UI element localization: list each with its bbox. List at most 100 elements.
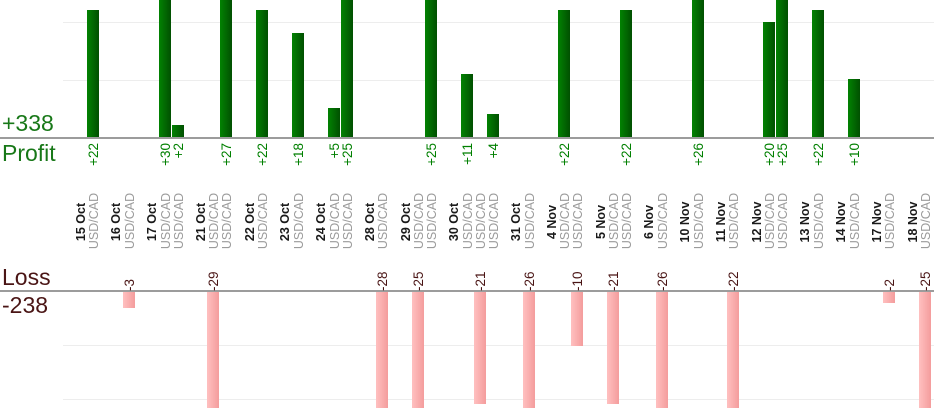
- instrument-label-text: USD/CAD: [883, 192, 897, 250]
- instrument-label-text: USD/CAD: [87, 192, 101, 250]
- profit-axis-title: Profit: [2, 140, 56, 166]
- profit-bar-21-Oct: [220, 0, 232, 137]
- date-label-5-Nov-text: 5 Nov: [594, 204, 608, 240]
- instrument-label-text: USD/CAD: [461, 192, 475, 250]
- loss-value-label-text: -2: [882, 278, 897, 291]
- instrument-label-text: USD/CAD: [159, 192, 173, 250]
- profit-bar-4-Nov: [558, 10, 570, 137]
- instrument-label-text: USD/CAD: [425, 192, 439, 250]
- profit-bar-13-Nov: [812, 10, 824, 137]
- loss-axis-line: [0, 290, 934, 292]
- profit-value-label-text: +22: [86, 143, 101, 166]
- profit-value-label-text: +22: [811, 143, 826, 166]
- date-label-6-Nov-text: 6 Nov: [642, 204, 656, 240]
- profit-value-label-text: +27: [219, 143, 234, 166]
- loss-value-label-text: -25: [918, 271, 933, 291]
- loss-bar-17-Nov: [883, 292, 895, 303]
- loss-value-label-text: -21: [606, 271, 621, 291]
- profit-value-label-text: +22: [557, 143, 572, 166]
- profit-bar-12-Nov: [776, 0, 788, 137]
- loss-bar-28-Oct: [376, 292, 388, 408]
- instrument-label-text: USD/CAD: [341, 192, 355, 250]
- loss-value-label-text: -25: [411, 271, 426, 291]
- date-label-17-Oct-text: 17 Oct: [145, 202, 159, 242]
- date-label-17-Nov-text: 17 Nov: [870, 201, 884, 243]
- profit-bar-5-Nov: [620, 10, 632, 137]
- profit-bar-17-Oct: [159, 0, 171, 137]
- instrument-label-text: USD/CAD: [220, 192, 234, 250]
- date-label-24-Oct-text: 24 Oct: [314, 202, 328, 242]
- profit-value-label-text: +22: [619, 143, 634, 166]
- loss-total: -238: [2, 292, 49, 318]
- profit-total: +338: [2, 110, 54, 136]
- profit-value-label-text: +4: [486, 143, 501, 159]
- profit-bar-17-Oct: [172, 125, 184, 137]
- loss-bar-30-Oct: [474, 292, 486, 404]
- instrument-label-text: USD/CAD: [292, 192, 306, 250]
- loss-value-label-text: -26: [522, 271, 537, 291]
- date-label-4-Nov-text: 4 Nov: [545, 204, 559, 240]
- profit-value-label-text: +25: [775, 143, 790, 166]
- loss-value-label-text: -3: [122, 278, 137, 291]
- profit-value-label-text: +10: [847, 143, 862, 166]
- date-label-10-Nov-text: 10 Nov: [678, 201, 692, 243]
- profit-bar-14-Nov: [848, 79, 860, 137]
- profit-bar-30-Oct: [461, 74, 473, 137]
- instrument-label-text: USD/CAD: [328, 192, 342, 250]
- date-label-29-Oct-text: 29 Oct: [399, 202, 413, 242]
- profit-axis-line: [0, 137, 934, 139]
- date-label-28-Oct-text: 28 Oct: [363, 202, 377, 242]
- instrument-label-text: USD/CAD: [727, 192, 741, 250]
- loss-gridline-20: [63, 399, 934, 400]
- instrument-label-text: USD/CAD: [558, 192, 572, 250]
- date-label-15-Oct-text: 15 Oct: [74, 202, 88, 242]
- loss-value-label-text: -26: [655, 271, 670, 291]
- instrument-label-text: USD/CAD: [207, 192, 221, 250]
- loss-bar-29-Oct: [412, 292, 424, 408]
- profit-gridline-10: [63, 80, 934, 81]
- instrument-label-text: USD/CAD: [620, 192, 634, 250]
- instrument-label-text: USD/CAD: [848, 192, 862, 250]
- instrument-label-text: USD/CAD: [812, 192, 826, 250]
- loss-bar-4-Nov: [571, 292, 583, 346]
- profit-value-label-text: +2: [171, 143, 186, 159]
- profit-bar-30-Oct: [487, 114, 499, 137]
- loss-gridline-10: [63, 345, 934, 346]
- date-label-22-Oct-text: 22 Oct: [243, 202, 257, 242]
- profit-bar-10-Nov: [692, 0, 704, 137]
- profit-bar-29-Oct: [425, 0, 437, 137]
- loss-value-label-text: -22: [726, 271, 741, 291]
- date-label-30-Oct-text: 30 Oct: [447, 202, 461, 242]
- profit-value-label-text: +22: [255, 143, 270, 166]
- profit-value-label-text: +11: [460, 143, 475, 165]
- profit-bar-15-Oct: [87, 10, 99, 137]
- profit-value-label-text: +25: [340, 143, 355, 166]
- instrument-label-text: USD/CAD: [172, 192, 186, 250]
- loss-value-label-text: -29: [206, 271, 221, 291]
- loss-bar-21-Oct: [207, 292, 219, 408]
- date-label-31-Oct-text: 31 Oct: [509, 202, 523, 242]
- date-label-21-Oct-text: 21 Oct: [194, 202, 208, 242]
- profit-bar-22-Oct: [256, 10, 268, 137]
- instrument-label-text: USD/CAD: [776, 192, 790, 250]
- date-label-23-Oct-text: 23 Oct: [278, 202, 292, 242]
- profit-bar-23-Oct: [292, 33, 304, 137]
- instrument-label-text: USD/CAD: [607, 192, 621, 250]
- instrument-label-text: USD/CAD: [571, 192, 585, 250]
- profit-bar-24-Oct: [328, 108, 340, 137]
- instrument-label-text: USD/CAD: [656, 192, 670, 250]
- loss-bar-18-Nov: [919, 292, 931, 408]
- profit-value-label-text: +26: [691, 143, 706, 166]
- profit-bar-12-Nov: [763, 22, 775, 137]
- instrument-label-text: USD/CAD: [692, 192, 706, 250]
- loss-bar-16-Oct: [123, 292, 135, 308]
- date-label-11-Nov-text: 11 Nov: [714, 201, 728, 243]
- instrument-label-text: USD/CAD: [763, 192, 777, 250]
- instrument-label-text: USD/CAD: [412, 192, 426, 250]
- date-label-14-Nov-text: 14 Nov: [834, 201, 848, 243]
- loss-bar-5-Nov: [607, 292, 619, 404]
- loss-value-label-text: -21: [473, 271, 488, 291]
- date-label-18-Nov-text: 18 Nov: [906, 201, 920, 243]
- loss-bar-31-Oct: [523, 292, 535, 408]
